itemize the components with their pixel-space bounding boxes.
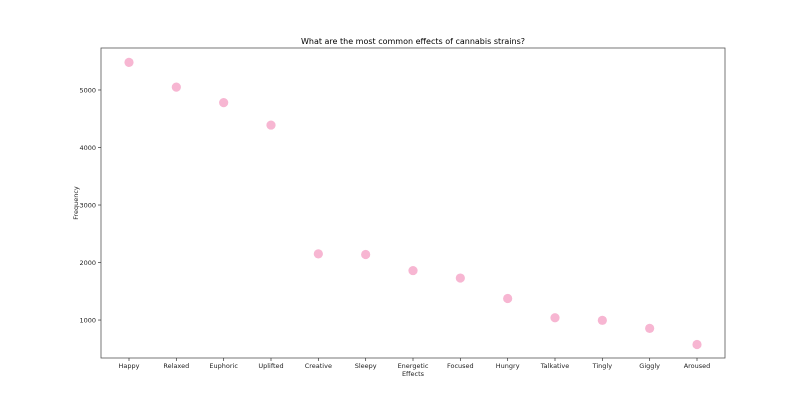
x-tick-label: Sleepy: [355, 362, 377, 370]
plot-area: [100, 47, 726, 359]
y-axis-label: Frequency: [72, 186, 80, 220]
x-tick-label: Happy: [119, 362, 140, 370]
x-tick-label: Hungry: [496, 362, 520, 370]
x-tick-label: Euphoric: [209, 362, 238, 370]
x-tick-label: Focused: [447, 362, 474, 370]
x-tick-label: Energetic: [398, 362, 429, 370]
data-point: [550, 313, 560, 323]
data-point: [645, 323, 655, 333]
x-tick-label: Uplifted: [258, 362, 283, 370]
data-point: [266, 120, 276, 130]
x-axis-label: Effects: [402, 370, 425, 378]
data-point: [361, 249, 371, 260]
data-point: [124, 57, 134, 67]
x-tick-label: Relaxed: [163, 362, 189, 370]
y-tick-label: 4000: [79, 144, 96, 152]
y-tick-label: 1000: [79, 316, 96, 324]
x-tick-label: Aroused: [684, 362, 711, 370]
y-tick-label: 2000: [79, 259, 96, 267]
x-tick-label: Tingly: [592, 362, 613, 370]
data-point: [408, 265, 418, 276]
data-point: [597, 315, 607, 325]
data-point: [313, 249, 323, 259]
y-tick-label: 5000: [79, 86, 96, 94]
data-point: [455, 273, 465, 283]
data-points: [124, 57, 702, 350]
data-point: [171, 82, 181, 92]
data-point: [692, 339, 702, 350]
y-tick-label: 3000: [79, 201, 96, 209]
data-point: [219, 98, 229, 108]
y-axis: 1000 2000 3000 4000 5000: [79, 86, 101, 324]
x-axis: Happy Relaxed Euphoric Uplifted Creative Slee…: [119, 358, 711, 370]
x-tick-label: Talkative: [540, 362, 570, 370]
x-tick-label: Creative: [305, 362, 332, 370]
data-point: [503, 293, 513, 304]
chart-title: What are the most common effects of cann…: [301, 37, 525, 46]
x-tick-label: Giggly: [639, 362, 660, 370]
